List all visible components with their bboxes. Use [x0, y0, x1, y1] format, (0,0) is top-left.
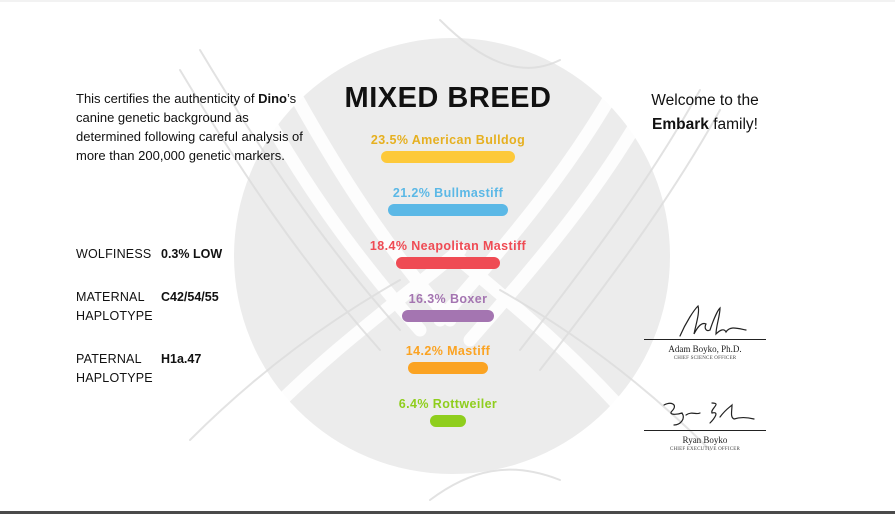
- welcome-suffix: family!: [708, 116, 758, 133]
- breed-title: MIXED BREED: [344, 82, 552, 114]
- stat-label: WOLFINESS: [76, 247, 152, 261]
- brand-name: Embark: [652, 116, 709, 133]
- breed-label: 6.4% Rottweiler: [398, 397, 498, 411]
- breed-label: 14.2% Mastiff: [405, 344, 491, 358]
- breed-label: 18.4% Neapolitan Mastiff: [369, 239, 527, 253]
- breed-entry: 23.5% American Bulldog: [310, 133, 586, 173]
- welcome-line: Welcome to the: [651, 92, 759, 109]
- certification-statement: This certifies the authenticity of Dino’…: [76, 89, 316, 165]
- breed-label: 21.2% Bullmastiff: [392, 186, 504, 200]
- breed-label: 23.5% American Bulldog: [370, 133, 526, 147]
- stat-label: PATERNAL HAPLOTYPE: [76, 352, 153, 385]
- breed-bar: [395, 257, 501, 269]
- signer-role: CHIEF SCIENCE OFFICER: [673, 356, 737, 361]
- breed-bar: [387, 204, 509, 216]
- welcome-line-2: Embark family!: [630, 113, 780, 137]
- intro-suffix: ’s canine genetic background as determin…: [76, 91, 303, 163]
- dog-name: Dino: [258, 91, 287, 106]
- breed-entry: 21.2% Bullmastiff: [310, 186, 586, 226]
- intro-prefix: This certifies the authenticity of: [76, 91, 259, 106]
- stat-value: 0.3% LOW: [161, 247, 223, 261]
- top-divider: [0, 0, 895, 2]
- breed-entry: 18.4% Neapolitan Mastiff: [310, 239, 586, 279]
- signature-line: [644, 430, 766, 431]
- breed-entry: 14.2% Mastiff: [310, 344, 586, 384]
- signer-name: Adam Boyko, Ph.D.: [668, 344, 742, 354]
- welcome-message: Welcome to the Embark family!: [630, 89, 780, 137]
- stat-label: MATERNAL HAPLOTYPE: [76, 290, 153, 323]
- signature-line: [644, 339, 766, 340]
- bottom-divider: [0, 511, 895, 514]
- breed-label: 16.3% Boxer: [408, 292, 488, 306]
- signer-name: Ryan Boyko: [682, 435, 728, 445]
- breed-bar: [429, 415, 467, 427]
- signer-role: CHIEF EXECUTIVE OFFICER: [669, 447, 741, 452]
- breed-entry: 6.4% Rottweiler: [310, 397, 586, 437]
- signature-icon: [679, 304, 747, 337]
- breed-bar: [401, 310, 495, 322]
- stat-value: H1a.47: [161, 352, 202, 366]
- signature-icon: [663, 402, 755, 426]
- signature-block-cso: Adam Boyko, Ph.D. CHIEF SCIENCE OFFICER: [644, 302, 766, 361]
- breed-entry: 16.3% Boxer: [310, 292, 586, 332]
- signature-block-ceo: Ryan Boyko CHIEF EXECUTIVE OFFICER: [644, 397, 766, 452]
- breed-bar: [381, 151, 515, 163]
- stat-value: C42/54/55: [161, 290, 219, 304]
- breed-bar: [407, 362, 489, 374]
